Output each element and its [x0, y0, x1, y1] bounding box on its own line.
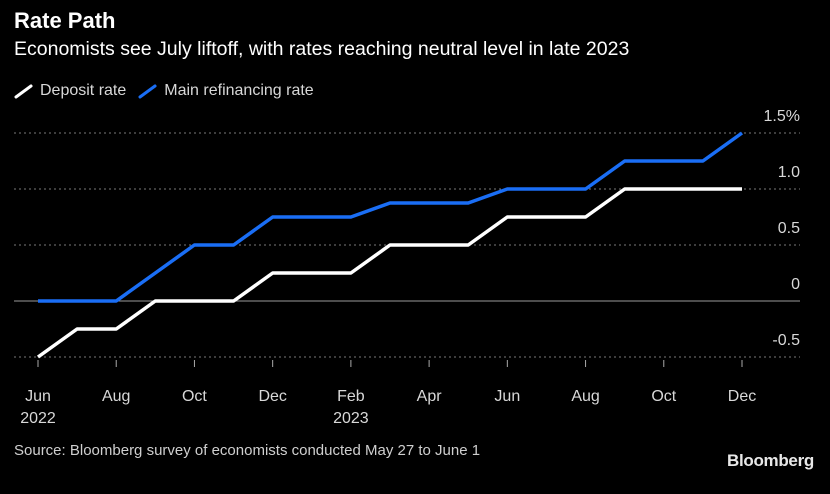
x-year-label: 2022 [20, 410, 56, 427]
x-year-label: 2023 [333, 410, 369, 427]
deposit-rate-line [36, 187, 742, 359]
chart-title: Rate Path [14, 8, 116, 33]
legend: Deposit rate Main refinancing rate [14, 82, 326, 100]
legend-label-refi: Main refinancing rate [164, 82, 314, 99]
source-note: Source: Bloomberg survey of economists c… [14, 442, 481, 459]
refi-legend-swatch-icon [138, 84, 157, 99]
legend-item-refi: Main refinancing rate [138, 82, 314, 100]
x-tick-label: Jun [25, 388, 51, 405]
x-tick-label: Aug [571, 388, 599, 405]
deposit-legend-swatch-icon [14, 84, 33, 99]
bloomberg-logo: Bloomberg [726, 451, 814, 470]
x-tick-label: Aug [102, 388, 130, 405]
legend-item-deposit: Deposit rate [14, 82, 126, 100]
x-tick-label: Dec [728, 388, 756, 405]
x-tick-label: Apr [417, 388, 443, 405]
x-tick-label: Oct [651, 388, 676, 405]
refi-rate-line [38, 131, 744, 303]
y-tick-label: 1.5% [764, 108, 800, 125]
y-tick-label: -0.5 [772, 332, 800, 349]
x-tick-label: Dec [258, 388, 286, 405]
legend-label-deposit: Deposit rate [40, 82, 127, 99]
y-tick-label: 0.5 [778, 220, 800, 237]
x-tick-label: Jun [494, 388, 520, 405]
chart-subtitle: Economists see July liftoff, with rates … [14, 38, 630, 60]
x-tick-label: Feb [337, 388, 365, 405]
y-tick-label: 1.0 [778, 164, 800, 181]
x-tick-label: Oct [182, 388, 207, 405]
y-tick-label: 0 [791, 276, 800, 293]
